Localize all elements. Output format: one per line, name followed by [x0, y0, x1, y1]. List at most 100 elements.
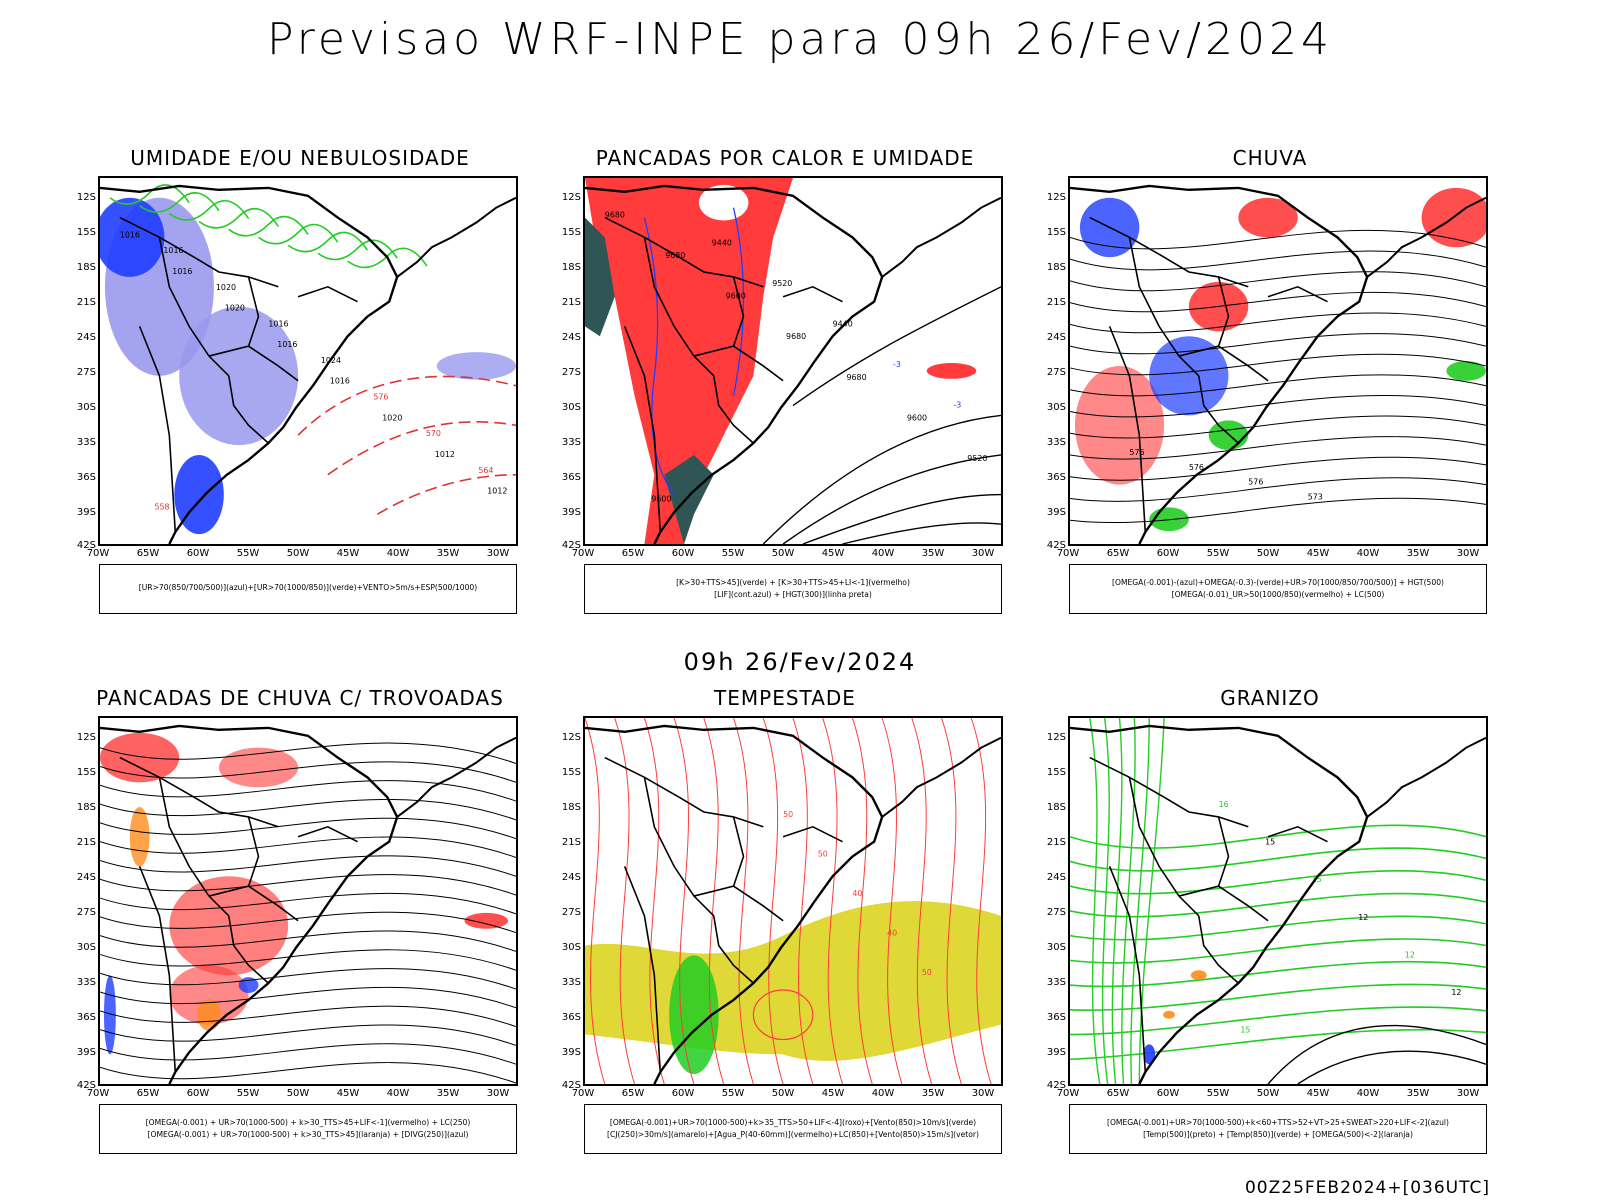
- contour-label: 12: [1451, 988, 1461, 997]
- map-plot: 50 50 40 40 50: [583, 716, 1003, 1086]
- lon-tick-label: 55W: [721, 548, 745, 559]
- contour-label: 15: [1312, 875, 1322, 884]
- panel-title: TEMPESTADE: [714, 686, 856, 710]
- lon-tick-label: 55W: [236, 1088, 260, 1099]
- lat-tick-label: 18S: [561, 262, 581, 273]
- contour-label: 1020: [216, 283, 236, 292]
- lat-tick-label: 33S: [561, 437, 581, 448]
- lat-tick-label: 27S: [1046, 907, 1066, 918]
- lat-tick-label: 39S: [561, 1047, 581, 1058]
- lat-tick-label: 24S: [76, 872, 96, 883]
- lat-tick-label: 30S: [76, 402, 96, 413]
- contour-label: 1016: [268, 319, 288, 328]
- panel-chuva: CHUVA 576 576 576 573 12S 15S 18S 21S 24S 27S 30S 33…: [1040, 146, 1500, 626]
- lat-tick-label: 12S: [1046, 732, 1066, 743]
- lat-tick-label: 33S: [76, 437, 96, 448]
- lon-tick-label: 65W: [136, 548, 160, 559]
- lat-tick-label: 42S: [76, 1080, 96, 1091]
- map-svg: 1016 1016 1020 1016 1016 1020 1012 1012 1016 1020…: [100, 184, 516, 544]
- contour-label: 9600: [726, 292, 746, 301]
- lon-tick-label: 60W: [1156, 1088, 1180, 1099]
- lon-tick-label: 40W: [1356, 548, 1380, 559]
- lat-tick-label: 15S: [561, 227, 581, 238]
- lon-tick-label: 35W: [436, 1088, 460, 1099]
- main-title: Previsao WRF-INPE para 09h 26/Fev/2024: [267, 14, 1333, 65]
- map-plot: 1016 1016 1020 1016 1016 1020 1012 1012 1016 1020…: [98, 176, 518, 546]
- lon-tick-label: 60W: [671, 1088, 695, 1099]
- lon-tick-label: 30W: [1456, 1088, 1480, 1099]
- lon-tick-label: 70W: [1056, 1088, 1080, 1099]
- lat-tick-label: 12S: [1046, 192, 1066, 203]
- map-plot: 576 576 576 573: [1068, 176, 1488, 546]
- lon-tick-label: 65W: [621, 1088, 645, 1099]
- lon-tick-label: 65W: [136, 1088, 160, 1099]
- lon-tick-label: 70W: [86, 1088, 110, 1099]
- legend-line: [OMEGA(-0.001)-(azul)+OMEGA(-0.3)-(verde…: [1112, 578, 1444, 587]
- lat-tick-label: 18S: [76, 262, 96, 273]
- lon-tick-label: 70W: [571, 1088, 595, 1099]
- legend-box: [OMEGA(-0.001)+UR>70(1000-500)+k<60+TTS>…: [1069, 1104, 1487, 1154]
- panel-title: UMIDADE E/OU NEBULOSIDADE: [130, 146, 470, 170]
- lat-tick-label: 21S: [1046, 837, 1066, 848]
- lon-tick-label: 65W: [1106, 1088, 1130, 1099]
- contour-label: 9680: [786, 332, 806, 341]
- contour-label: 15: [1240, 1026, 1250, 1035]
- panel-title: CHUVA: [1232, 146, 1308, 170]
- lon-tick-label: 30W: [1456, 548, 1480, 559]
- lat-tick-label: 12S: [561, 192, 581, 203]
- lat-tick-label: 27S: [1046, 367, 1066, 378]
- lat-tick-label: 30S: [76, 942, 96, 953]
- contour-label: 1016: [330, 377, 350, 386]
- lon-tick-label: 45W: [336, 548, 360, 559]
- contour-label: 564: [478, 466, 493, 475]
- contour-label: 50: [922, 968, 932, 977]
- lon-tick-label: 65W: [1106, 548, 1130, 559]
- lon-tick-label: 70W: [1056, 548, 1080, 559]
- contour-label: 9440: [833, 319, 853, 328]
- contour-label: 9520: [772, 279, 792, 288]
- contour-label: 9600: [651, 494, 671, 503]
- run-timestamp: 00Z25FEB2024+[036UTC]: [1244, 1178, 1490, 1198]
- contour-label: 9520: [967, 454, 987, 463]
- lat-tick-label: 30S: [561, 942, 581, 953]
- lat-tick-label: 24S: [76, 332, 96, 343]
- contour-label: 573: [1308, 492, 1323, 501]
- lon-tick-label: 55W: [721, 1088, 745, 1099]
- lat-tick-label: 39S: [1046, 507, 1066, 518]
- legend-line: [K>30+TTS>45](verde) + [K>30+TTS>45+LI<-…: [676, 578, 910, 587]
- legend-line: [OMEGA(-0.001) + UR>70(1000-500) + k>30_…: [147, 1130, 469, 1139]
- lon-tick-label: 60W: [186, 548, 210, 559]
- lat-tick-label: 42S: [76, 540, 96, 551]
- lat-tick-label: 42S: [561, 540, 581, 551]
- lat-tick-label: 33S: [561, 977, 581, 988]
- panel-granizo: GRANIZO 16 15 15 12 12 12 15 12S 15S 18S 21S 24S 27S 3…: [1040, 686, 1500, 1166]
- lat-tick-label: 15S: [76, 227, 96, 238]
- legend-line: [OMEGA(-0.001)+UR>70(1000-500)+k<60+TTS>…: [1106, 1118, 1449, 1127]
- lat-tick-label: 21S: [76, 297, 96, 308]
- map-plot: [98, 716, 518, 1086]
- lat-tick-label: 21S: [76, 837, 96, 848]
- contour-label: 576: [1189, 463, 1204, 472]
- lon-tick-label: 55W: [236, 548, 260, 559]
- legend-box: [K>30+TTS>45](verde) + [K>30+TTS>45+LI<-…: [584, 564, 1002, 614]
- lon-tick-label: 50W: [771, 1088, 795, 1099]
- lat-tick-label: 42S: [561, 1080, 581, 1091]
- panel-tempestade: TEMPESTADE 50 50 40 40 50 12S 15S 18S 21S 24S 27S 30…: [555, 686, 1015, 1166]
- map-svg: 9680968096009680968096009520960094409520…: [585, 178, 1001, 544]
- contour-label: 50: [818, 849, 828, 858]
- lat-tick-label: 21S: [1046, 297, 1066, 308]
- lat-tick-label: 36S: [76, 1012, 96, 1023]
- panel-title: PANCADAS POR CALOR E UMIDADE: [595, 146, 975, 170]
- lon-tick-label: 55W: [1206, 1088, 1230, 1099]
- lat-tick-label: 24S: [1046, 872, 1066, 883]
- lon-tick-label: 40W: [1356, 1088, 1380, 1099]
- lat-tick-label: 15S: [1046, 767, 1066, 778]
- contour-label: 1012: [487, 487, 507, 496]
- contour-label: 1016: [277, 340, 297, 349]
- lon-tick-label: 40W: [871, 1088, 895, 1099]
- lon-tick-label: 65W: [621, 548, 645, 559]
- legend-box: [OMEGA(-0.001) + UR>70(1000-500) + k>30_…: [99, 1104, 517, 1154]
- lon-tick-label: 60W: [186, 1088, 210, 1099]
- lon-tick-label: 30W: [486, 548, 510, 559]
- contour-label: 9600: [907, 413, 927, 422]
